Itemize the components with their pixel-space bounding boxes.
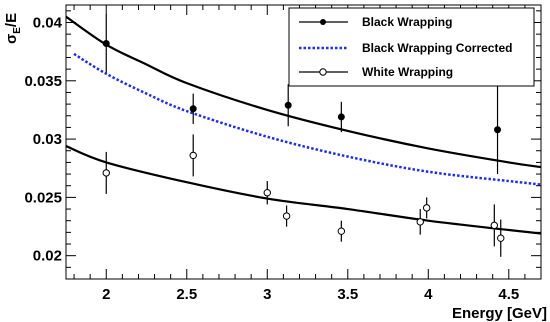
legend-label-black-wrapping: Black Wrapping xyxy=(362,15,452,29)
y-tick-label: 0.035 xyxy=(24,73,62,90)
data-point-black-wrapping xyxy=(337,113,345,121)
data-point-white-wrapping xyxy=(490,221,499,230)
y-axis-title-tail: /E xyxy=(3,13,20,27)
fit-curve-white-wrapping xyxy=(66,145,541,235)
x-tick-label: 3 xyxy=(263,286,271,303)
legend-marker-white-wrapping xyxy=(319,68,327,76)
y-axis-title: σE/E xyxy=(3,13,23,44)
data-point-white-wrapping xyxy=(282,212,291,220)
y-tick-label: 0.02 xyxy=(33,248,62,265)
data-point-white-wrapping xyxy=(497,234,505,242)
data-point-white-wrapping xyxy=(263,189,271,197)
x-axis-title: Energy [GeV] xyxy=(452,305,547,322)
data-point-black-wrapping xyxy=(102,39,110,47)
plot-frame xyxy=(65,4,542,280)
data-points xyxy=(102,14,505,257)
y-tick-label: 0.03 xyxy=(33,131,62,148)
legend-label-white-wrapping: White Wrapping xyxy=(362,65,453,79)
data-point-white-wrapping xyxy=(337,227,346,235)
x-tick-label: 3.5 xyxy=(337,286,358,303)
data-point-white-wrapping xyxy=(102,169,110,177)
data-point-black-wrapping xyxy=(189,105,197,113)
x-tick-label: 2 xyxy=(102,286,110,303)
data-point-black-wrapping xyxy=(284,101,292,109)
x-tick-label: 4.5 xyxy=(498,286,519,303)
fit-curve-black-wrapping xyxy=(66,15,541,169)
data-point-white-wrapping xyxy=(422,204,431,212)
legend: Black Wrapping Black Wrapping Corrected … xyxy=(288,7,535,87)
y-tick-label: 0.025 xyxy=(24,189,62,206)
data-point-black-wrapping xyxy=(494,126,502,134)
data-point-white-wrapping xyxy=(416,218,424,226)
y-axis-title-sub: E xyxy=(12,27,23,34)
x-tick-label: 2.5 xyxy=(176,286,197,303)
tick-labels: 2 2.5 3 3.5 4 4.5 0.02 0.025 0.03 0.035 0.04 xyxy=(24,14,519,303)
legend-label-black-wrapping-corrected: Black Wrapping Corrected xyxy=(362,41,512,55)
y-tick-label: 0.04 xyxy=(33,14,63,31)
y-axis-title-main: σ xyxy=(3,34,20,44)
legend-box xyxy=(288,7,535,87)
x-tick-label: 4 xyxy=(424,286,433,303)
legend-marker-black-wrapping xyxy=(320,19,326,25)
data-point-white-wrapping xyxy=(189,151,197,160)
